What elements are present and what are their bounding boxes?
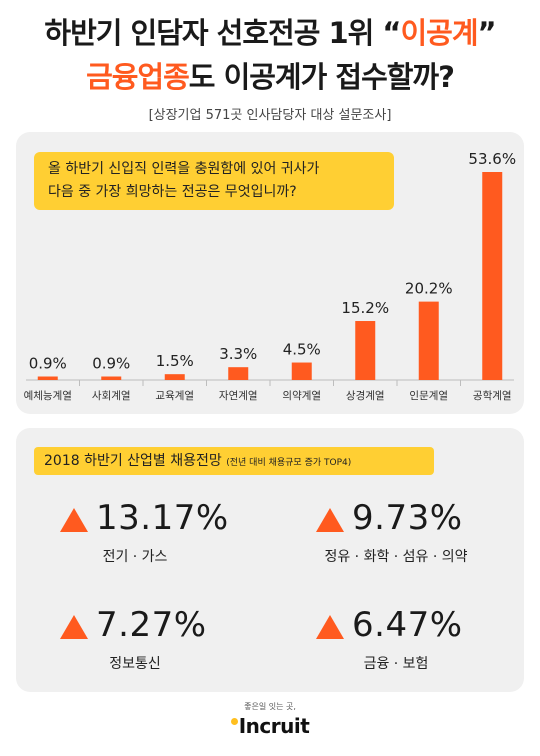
- headline-highlight-2: 금융업종: [86, 60, 190, 94]
- bar-value-label: 15.2%: [341, 299, 389, 317]
- headline-quote: ”: [477, 16, 497, 50]
- bar: [37, 376, 58, 380]
- category-tick-label: 상경계열: [346, 389, 385, 402]
- bar-value-label: 53.6%: [468, 150, 516, 168]
- headline-text: 하반기 인담자 선호전공 1위 “: [44, 16, 401, 50]
- category-tick-label: 사회계열: [92, 390, 131, 402]
- bar-value-label: 3.3%: [219, 345, 257, 363]
- chart-panel: 올 하반기 신입직 인력을 충원함에 있어 귀사가 다음 중 가장 희망하는 전…: [16, 132, 524, 414]
- survey-subtitle: [상장기업 571곳 인사담당자 대상 설문조사]: [148, 108, 392, 123]
- logo-brand-text: Incruit: [238, 714, 310, 738]
- bar: [164, 374, 185, 380]
- bar: [418, 301, 439, 380]
- outlook-note: (전년 대비 채용규모 증가 TOP4): [226, 458, 352, 468]
- up-triangle-icon: [60, 615, 88, 639]
- stat-label: 정유 · 화학 · 섬유 · 의약: [324, 549, 468, 565]
- logo-brand: Incruit: [0, 714, 540, 738]
- outlook-title-box: 2018 하반기 산업별 채용전망 (전년 대비 채용규모 증가 TOP4): [34, 447, 434, 475]
- bar-value-label: 20.2%: [405, 280, 453, 298]
- bar-value-label: 0.9%: [92, 355, 130, 373]
- bar: [291, 362, 312, 380]
- question-box: 올 하반기 신입직 인력을 충원함에 있어 귀사가 다음 중 가장 희망하는 전…: [34, 152, 394, 210]
- bar-chart: 0.9% 예체능계열 0.9% 사회계열 1.5% 교육계열 3.3% 자연계열 4.5% 의약계…: [24, 150, 516, 402]
- incruit-logo: 좋은일 잇는 곳, Incruit: [0, 701, 540, 738]
- up-triangle-icon: [316, 615, 344, 639]
- stat-value: 6.47%: [352, 605, 463, 645]
- bar: [482, 172, 503, 380]
- headline-line2: 금융업종도 이공계가 접수할까?: [0, 54, 540, 96]
- up-triangle-icon: [316, 508, 344, 532]
- category-tick-label: 교육계열: [155, 390, 194, 402]
- headline-highlight: 이공계: [400, 16, 479, 50]
- logo-dot-icon: [230, 718, 238, 725]
- logo-tagline: 좋은일 잇는 곳,: [244, 702, 296, 711]
- bar-value-label: 0.9%: [29, 355, 67, 373]
- bar: [101, 376, 122, 380]
- stat-value: 9.73%: [352, 498, 463, 538]
- bar-value-label: 1.5%: [156, 352, 194, 370]
- question-line2: 다음 중 가장 희망하는 전공은 무엇입니까?: [48, 184, 297, 200]
- category-tick-label: 자연계열: [219, 390, 258, 402]
- category-tick-label: 의약계열: [282, 390, 321, 402]
- bar: [355, 321, 376, 380]
- outlook-title: 2018 하반기 산업별 채용전망: [44, 453, 222, 469]
- stat-label: 정보통신: [109, 656, 161, 672]
- stat-value: 13.17%: [96, 498, 229, 538]
- headline-text-2: 도 이공계가 접수할까?: [188, 60, 455, 94]
- category-tick-label: 공학계열: [473, 390, 512, 402]
- stat-label: 금융 · 보험: [363, 656, 429, 672]
- outlook-panel: 2018 하반기 산업별 채용전망 (전년 대비 채용규모 증가 TOP4) 1…: [16, 428, 524, 692]
- category-tick-label: 예체능계열: [24, 389, 72, 402]
- bar-value-label: 4.5%: [283, 341, 321, 359]
- stat-value: 7.27%: [96, 605, 207, 645]
- category-tick-label: 인문계열: [409, 390, 448, 402]
- question-line1: 올 하반기 신입직 인력을 충원함에 있어 귀사가: [48, 161, 320, 177]
- stat-label: 전기 · 가스: [102, 549, 168, 565]
- up-triangle-icon: [60, 508, 88, 532]
- headline-line1: 하반기 인담자 선호전공 1위 “이공계”: [0, 10, 540, 52]
- bar: [228, 367, 249, 380]
